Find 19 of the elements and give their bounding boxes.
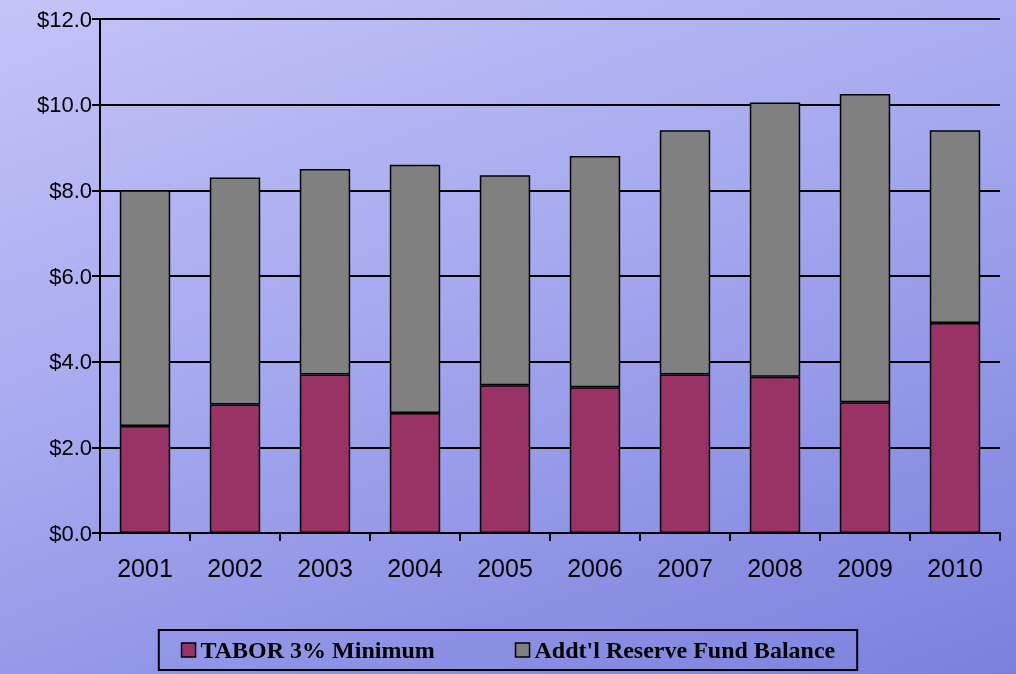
y-tick-label: $4.0 — [49, 349, 92, 375]
x-tick-label: 2002 — [207, 553, 263, 582]
y-tick-label: $8.0 — [49, 177, 92, 203]
legend-label: Addt'l Reserve Fund Balance — [534, 637, 836, 663]
legend-label: TABOR 3% Minimum — [200, 637, 435, 663]
x-tick-label: 2008 — [747, 553, 803, 582]
x-tick-label: 2010 — [927, 553, 983, 582]
y-tick-label: $6.0 — [49, 263, 92, 289]
x-tick-label: 2006 — [567, 553, 623, 582]
x-tick-label: 2005 — [477, 553, 533, 582]
x-tick-label: 2003 — [297, 553, 353, 582]
x-tick-label: 2001 — [117, 553, 173, 582]
x-tick-label: 2004 — [387, 553, 443, 582]
x-tick-label: 2009 — [837, 553, 893, 582]
x-tick-label: 2007 — [657, 553, 713, 582]
y-tick-label: $2.0 — [49, 434, 92, 460]
y-tick-label: $10.0 — [36, 92, 92, 118]
y-tick-label: $12.0 — [36, 6, 92, 32]
y-tick-label: $0.0 — [49, 520, 92, 546]
